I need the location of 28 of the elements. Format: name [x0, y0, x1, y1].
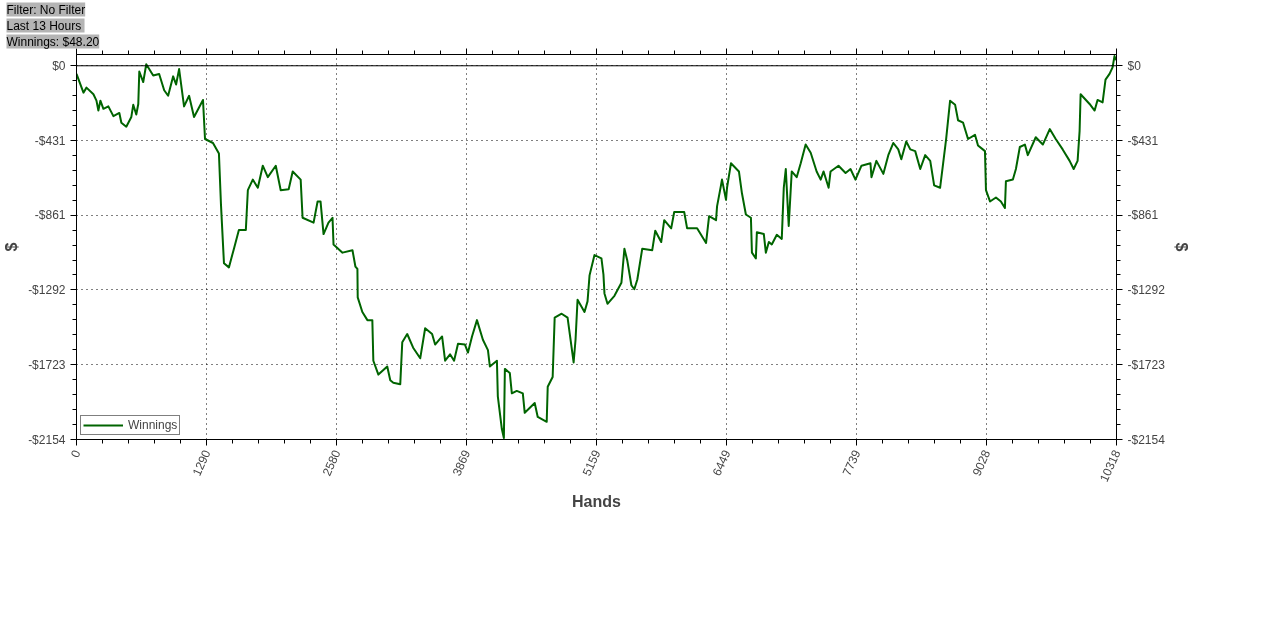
text: Winnings: $48.20 — [6, 34, 100, 49]
x-axis-title: Hands — [572, 492, 622, 510]
y-tick-label: -$431 — [34, 133, 66, 148]
y-tick-label: -$1723 — [28, 357, 66, 372]
x-tick-label: 2580 — [319, 447, 344, 478]
y2-tick-label: -$1292 — [1127, 282, 1166, 297]
x-tick-label: 1290 — [189, 447, 214, 478]
y2-tick-label: -$431 — [1127, 133, 1159, 148]
y2-tick-label: $0 — [1127, 58, 1142, 73]
text: Last 13 Hours — [6, 18, 82, 33]
y2-tick-label: -$861 — [1127, 208, 1159, 223]
x-tick-label: 10318 — [1096, 447, 1124, 485]
y2-tick-label: -$1723 — [1127, 357, 1166, 372]
x-tick-label: 0 — [67, 447, 84, 460]
y-tick-label: $0 — [52, 58, 66, 73]
x-tick-label: 7739 — [839, 447, 864, 478]
y2-axis-title: $ — [1172, 242, 1190, 252]
x-tick-label: 5159 — [579, 447, 604, 478]
y-tick-label: -$2154 — [28, 432, 66, 447]
x-tick-label: 6449 — [709, 447, 734, 478]
y-tick-label: -$861 — [34, 208, 66, 223]
legend-label: Winnings — [128, 418, 178, 432]
y2-tick-label: -$2154 — [1127, 432, 1166, 447]
y-axis-title: $ — [3, 242, 21, 252]
x-tick-label: 9028 — [969, 447, 994, 478]
text: Filter: No Filter — [6, 2, 86, 17]
y-tick-label: -$1292 — [28, 282, 66, 297]
x-tick-label: 3869 — [449, 447, 474, 478]
